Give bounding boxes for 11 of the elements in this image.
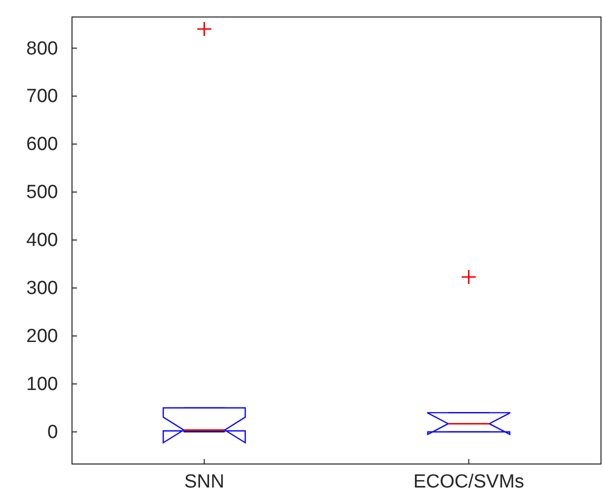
y-tick-label: 800 <box>26 38 58 60</box>
x-tick-label: ECOC/SVMs <box>413 471 524 492</box>
y-tick-label: 700 <box>26 86 58 108</box>
y-tick-label: 600 <box>26 134 58 156</box>
y-tick-label: 200 <box>26 326 58 348</box>
y-tick-label: 300 <box>26 278 58 300</box>
y-tick-label: 0 <box>47 422 58 443</box>
y-tick-label: 400 <box>26 230 58 252</box>
x-tick-label: SNN <box>184 471 224 492</box>
y-tick-label: 100 <box>26 374 58 395</box>
y-tick-label: 500 <box>26 182 58 204</box>
